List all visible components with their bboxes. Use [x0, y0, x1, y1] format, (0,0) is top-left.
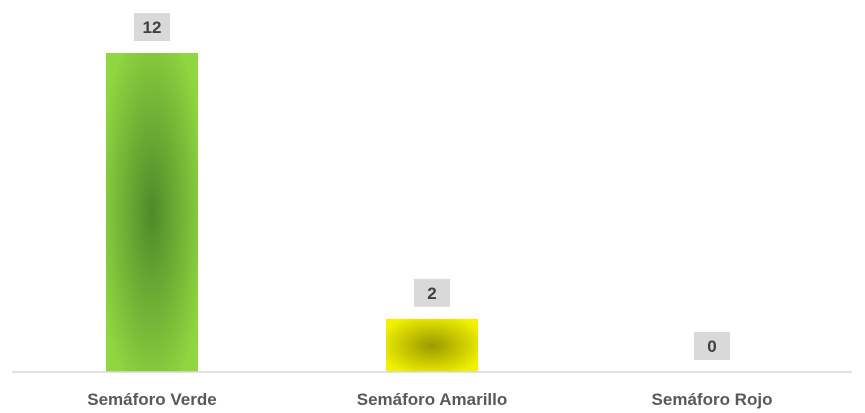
- bar-semaforo-verde: [106, 53, 198, 372]
- data-label-box: [694, 332, 730, 360]
- data-label-semaforo-amarillo: 2: [414, 278, 450, 307]
- data-label-value: 2: [427, 284, 436, 303]
- category-label-semaforo-amarillo: Semáforo Amarillo: [357, 390, 508, 409]
- category-label-semaforo-verde: Semáforo Verde: [87, 390, 216, 409]
- bars-group: [106, 53, 478, 372]
- data-label-value: 12: [143, 18, 162, 37]
- category-label-semaforo-rojo: Semáforo Rojo: [652, 390, 773, 409]
- data-label-box: [414, 278, 450, 307]
- data-label-semaforo-rojo: 0: [694, 332, 730, 360]
- labels-group: 12 Semáforo Verde 2 Semáforo Amarillo 0 Semáf…: [87, 13, 772, 409]
- data-label-value: 0: [707, 337, 716, 356]
- data-label-semaforo-verde: 12: [134, 13, 170, 41]
- data-label-box: [134, 13, 170, 41]
- bar-semaforo-amarillo: [386, 318, 478, 372]
